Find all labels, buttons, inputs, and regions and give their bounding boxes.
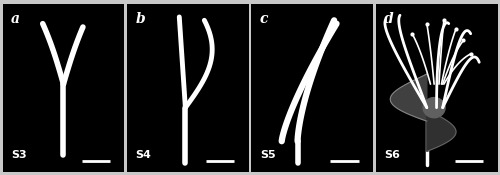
Text: S4: S4 [136, 150, 152, 160]
Polygon shape [390, 74, 427, 121]
Text: a: a [11, 12, 20, 26]
Text: S3: S3 [11, 150, 26, 160]
Text: d: d [384, 12, 394, 26]
Text: c: c [260, 12, 268, 26]
Text: S6: S6 [384, 150, 400, 160]
Ellipse shape [423, 98, 445, 118]
Polygon shape [427, 109, 456, 151]
Text: b: b [136, 12, 145, 26]
Text: S5: S5 [260, 150, 276, 160]
